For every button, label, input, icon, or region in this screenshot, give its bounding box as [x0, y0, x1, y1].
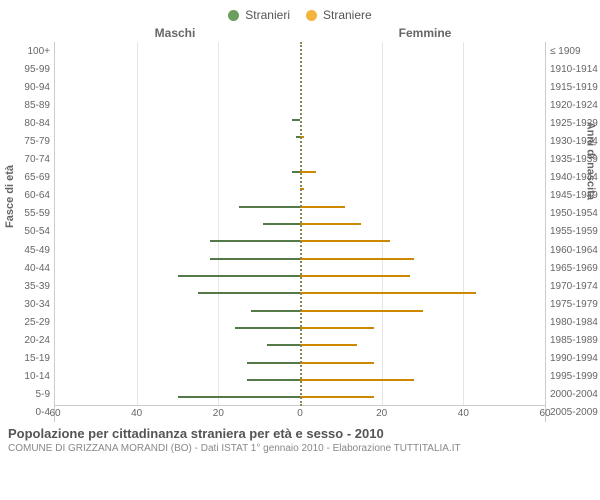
birth-label: 2005-2009	[550, 404, 598, 422]
bar-male	[239, 206, 300, 208]
birth-label: 1965-1969	[550, 259, 598, 277]
legend: Stranieri Straniere	[0, 0, 600, 22]
age-label: 45-49	[24, 241, 50, 259]
bar-male	[210, 258, 300, 260]
legend-label-male: Stranieri	[245, 8, 290, 22]
bar-male	[251, 310, 300, 312]
birth-label: 1930-1934	[550, 132, 598, 150]
bar-male	[235, 327, 300, 329]
age-label: 75-79	[24, 132, 50, 150]
age-label: 55-59	[24, 205, 50, 223]
x-tick: 40	[131, 408, 142, 419]
bar-female	[300, 327, 374, 329]
age-label: 5-9	[36, 386, 50, 404]
bar-female	[300, 379, 414, 381]
birth-label: 1985-1989	[550, 332, 598, 350]
bar-male	[210, 240, 300, 242]
birth-label: 1995-1999	[550, 368, 598, 386]
bar-female	[300, 344, 357, 346]
age-label: 0-4	[36, 404, 50, 422]
bar-male	[178, 396, 301, 398]
bar-female	[300, 396, 374, 398]
bar-female	[300, 223, 361, 225]
birth-label: 2000-2004	[550, 386, 598, 404]
age-label: 80-84	[24, 114, 50, 132]
age-label: 50-54	[24, 223, 50, 241]
legend-label-female: Straniere	[323, 8, 372, 22]
x-axis: 6040200204060	[55, 405, 545, 422]
birth-label: 1950-1954	[550, 205, 598, 223]
bar-female	[300, 292, 476, 294]
legend-item-female: Straniere	[306, 8, 372, 22]
bar-female	[300, 258, 414, 260]
birth-label: 1955-1959	[550, 223, 598, 241]
age-label: 20-24	[24, 332, 50, 350]
bar-female	[300, 275, 410, 277]
age-label: 15-19	[24, 350, 50, 368]
column-header-female: Femmine	[300, 26, 550, 40]
bar-female	[300, 362, 374, 364]
age-label: 25-29	[24, 313, 50, 331]
legend-item-male: Stranieri	[228, 8, 290, 22]
chart-area: 100+95-9990-9485-8980-8475-7970-7465-696…	[0, 42, 600, 422]
bar-female	[300, 171, 316, 173]
birth-label: 1915-1919	[550, 78, 598, 96]
bar-male	[292, 171, 300, 173]
birth-label: 1925-1929	[550, 114, 598, 132]
x-tick: 0	[297, 408, 303, 419]
x-tick: 20	[376, 408, 387, 419]
age-label: 90-94	[24, 78, 50, 96]
bar-male	[247, 362, 300, 364]
chart-title: Popolazione per cittadinanza straniera p…	[8, 426, 592, 441]
age-label: 95-99	[24, 60, 50, 78]
bar-male	[178, 275, 301, 277]
birth-label: ≤ 1909	[550, 42, 581, 60]
birth-label: 1910-1914	[550, 60, 598, 78]
birth-label: 1975-1979	[550, 295, 598, 313]
age-label: 70-74	[24, 151, 50, 169]
chart-subtitle: COMUNE DI GRIZZANA MORANDI (BO) - Dati I…	[8, 443, 592, 454]
birth-label: 1940-1944	[550, 169, 598, 187]
bar-male	[247, 379, 300, 381]
legend-swatch-male	[228, 10, 239, 21]
birth-label: 1935-1939	[550, 151, 598, 169]
age-label: 10-14	[24, 368, 50, 386]
bar-male	[292, 119, 300, 121]
x-tick: 20	[213, 408, 224, 419]
column-header-male: Maschi	[50, 26, 300, 40]
birth-label: 1970-1974	[550, 277, 598, 295]
bar-female	[300, 240, 390, 242]
bar-female	[300, 206, 345, 208]
age-label: 30-34	[24, 295, 50, 313]
bar-male	[267, 344, 300, 346]
legend-swatch-female	[306, 10, 317, 21]
birth-label: 1990-1994	[550, 350, 598, 368]
center-line	[300, 42, 302, 406]
column-headers: Maschi Femmine	[0, 26, 600, 40]
age-label: 100+	[27, 42, 50, 60]
birth-label: 1960-1964	[550, 241, 598, 259]
bar-male	[198, 292, 300, 294]
plot-area: 6040200204060	[54, 42, 546, 422]
bar-male	[263, 223, 300, 225]
birth-label: 1945-1949	[550, 187, 598, 205]
footer: Popolazione per cittadinanza straniera p…	[0, 422, 600, 454]
age-label: 40-44	[24, 259, 50, 277]
age-label: 35-39	[24, 277, 50, 295]
x-tick: 60	[539, 408, 550, 419]
chart-container: Stranieri Straniere Maschi Femmine Fasce…	[0, 0, 600, 500]
birth-label: 1980-1984	[550, 313, 598, 331]
age-label: 85-89	[24, 96, 50, 114]
x-tick: 40	[458, 408, 469, 419]
birth-label: 1920-1924	[550, 96, 598, 114]
bar-female	[300, 310, 423, 312]
y-axis-left: 100+95-9990-9485-8980-8475-7970-7465-696…	[0, 42, 54, 422]
y-axis-right: ≤ 19091910-19141915-19191920-19241925-19…	[546, 42, 600, 422]
age-label: 60-64	[24, 187, 50, 205]
age-label: 65-69	[24, 169, 50, 187]
x-tick: 60	[49, 408, 60, 419]
